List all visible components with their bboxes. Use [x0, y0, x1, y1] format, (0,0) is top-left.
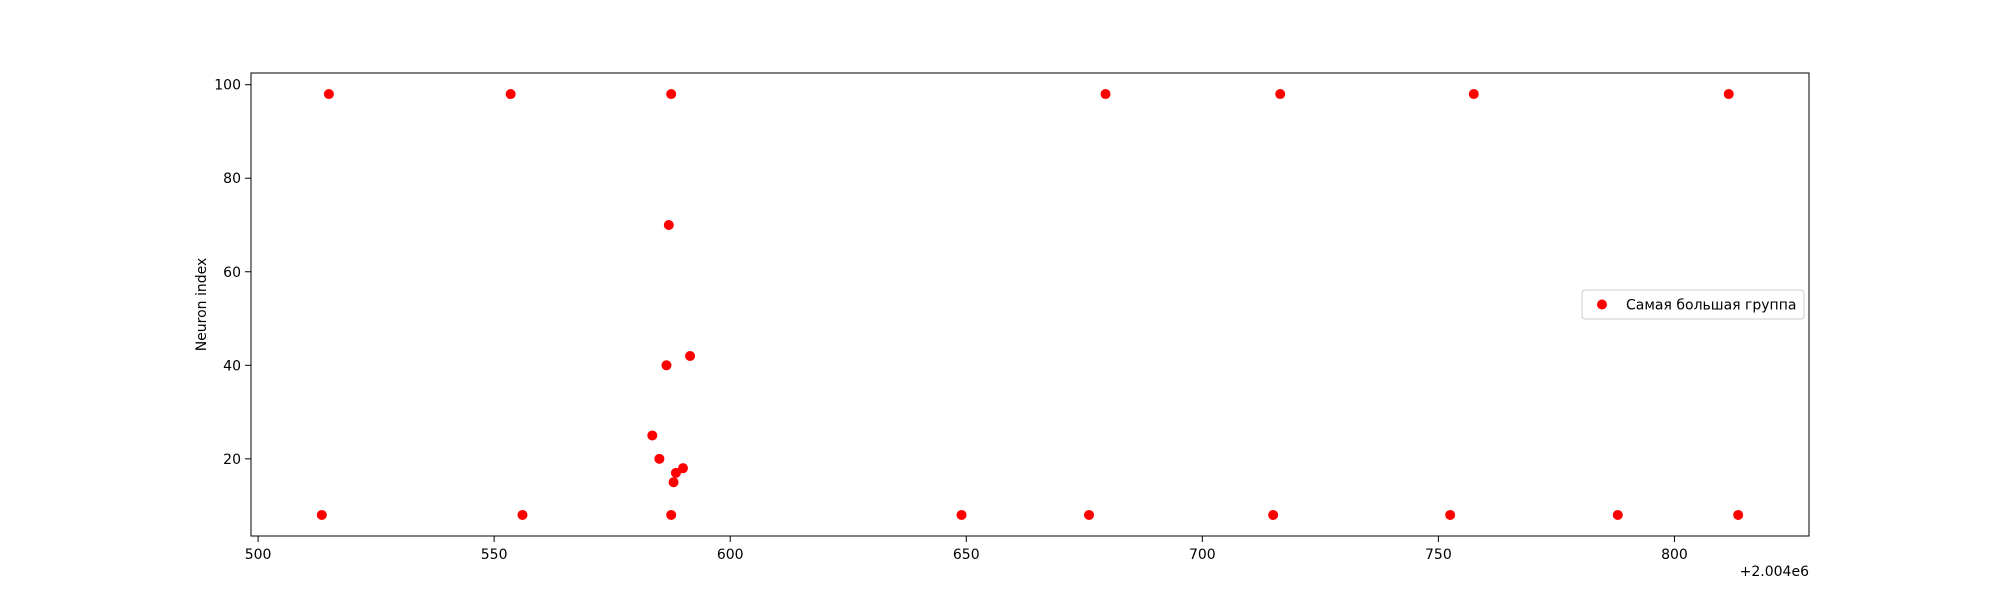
data-point [1268, 509, 1279, 520]
y-tick-label: 100 [214, 78, 241, 94]
data-point [654, 453, 665, 464]
plot-frame [250, 72, 1810, 537]
data-point [661, 360, 672, 371]
y-axis: 20 40 60 80 100 [214, 78, 251, 468]
data-point [1612, 509, 1623, 520]
data-point [505, 89, 516, 100]
data-point [1723, 89, 1734, 100]
legend-box [1581, 289, 1805, 320]
data-point [647, 430, 658, 441]
legend: Самая большая группа [1581, 289, 1805, 320]
data-point [517, 509, 528, 520]
y-axis-label: Neuron index [194, 258, 210, 352]
x-tick-label: 800 [1661, 547, 1688, 563]
x-tick-label: 750 [1425, 547, 1452, 563]
y-tick-label: 60 [223, 265, 241, 281]
data-point [323, 89, 334, 100]
data-point [670, 467, 681, 478]
x-tick-label: 500 [245, 547, 272, 563]
data-point [666, 89, 677, 100]
y-tick-label: 80 [223, 171, 241, 187]
data-point [956, 509, 967, 520]
data-point [668, 477, 679, 488]
x-tick-label: 700 [1189, 547, 1216, 563]
legend-label: Самая большая группа [1626, 298, 1796, 314]
y-tick-label: 40 [223, 358, 241, 374]
x-tick-label: 600 [717, 547, 744, 563]
legend-marker [1597, 299, 1607, 310]
data-point [1468, 89, 1479, 100]
x-tick-label: 650 [953, 547, 980, 563]
x-tick-label: 550 [481, 547, 508, 563]
data-point [1445, 509, 1456, 520]
data-point [1275, 89, 1286, 100]
x-axis: 500 550 600 650 700 750 800 [245, 536, 1688, 563]
plot-area [316, 89, 1744, 520]
data-point [1084, 509, 1095, 520]
data-point [1733, 509, 1744, 520]
data-point [1100, 89, 1111, 100]
data-point [316, 509, 327, 520]
data-point [663, 219, 674, 230]
data-point [677, 463, 688, 474]
data-point [666, 509, 677, 520]
y-tick-label: 20 [223, 452, 241, 468]
data-point [685, 350, 696, 361]
x-offset-label: +2.004e6 [1740, 564, 1809, 580]
